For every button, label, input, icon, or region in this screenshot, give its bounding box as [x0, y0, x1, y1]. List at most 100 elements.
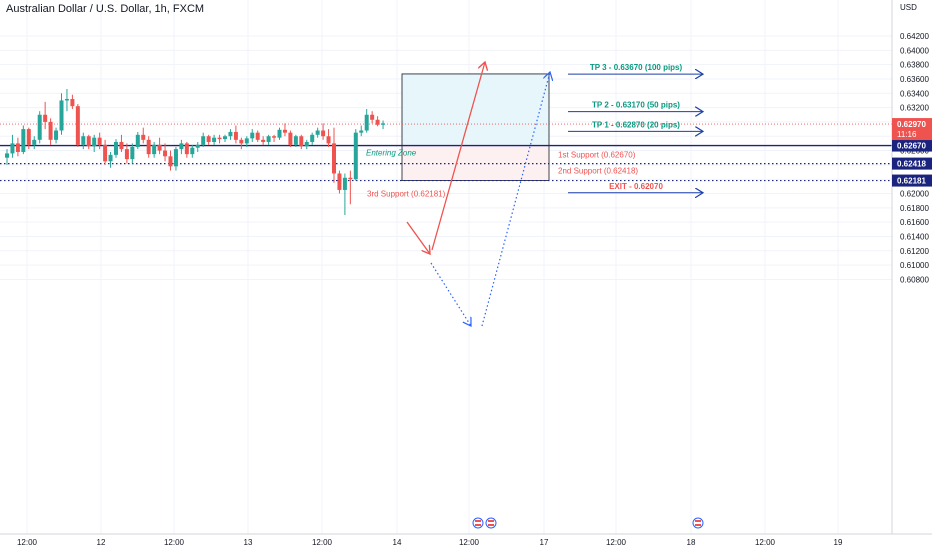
- candle-body: [217, 137, 222, 140]
- current-price-tag: [892, 118, 932, 141]
- candle-body: [342, 177, 347, 190]
- x-tick-label: 14: [393, 538, 402, 547]
- x-tick-label: 12: [97, 538, 106, 547]
- candle-body: [48, 121, 53, 140]
- candle-body: [21, 129, 26, 152]
- candle-body: [108, 154, 113, 162]
- candle-body: [157, 144, 162, 151]
- y-tick-label: 0.61200: [900, 247, 929, 256]
- candle-body: [70, 99, 75, 107]
- x-tick-label: 12:00: [164, 538, 185, 547]
- candle-body: [152, 144, 157, 155]
- candle-body: [32, 139, 37, 145]
- candle-body: [114, 141, 118, 155]
- pullback-path: [430, 262, 471, 326]
- support-label-2: 2nd Support (0.62418): [558, 167, 638, 176]
- candle-body: [5, 153, 9, 158]
- candle-body: [326, 136, 331, 144]
- candle-body: [315, 130, 320, 135]
- candle-body: [364, 114, 369, 131]
- support-price-tag: [892, 157, 932, 170]
- candle-body: [212, 137, 217, 142]
- candle-body: [195, 144, 200, 148]
- candle-body: [348, 177, 353, 180]
- zone-upper: [401, 73, 550, 146]
- zone-label: Entering Zone: [366, 149, 417, 158]
- support-price-label: 0.62181: [897, 177, 926, 186]
- candle-body: [130, 146, 135, 160]
- y-tick-label: 0.63600: [900, 75, 929, 84]
- candle-body: [190, 147, 195, 155]
- flag-circle: [472, 517, 484, 529]
- y-tick-label: 0.60800: [900, 275, 929, 284]
- candle-body: [97, 137, 102, 145]
- candle-body: [86, 136, 91, 147]
- candle-body: [15, 143, 20, 152]
- support-price-label: 0.62418: [897, 160, 926, 169]
- candle-body: [135, 134, 140, 147]
- candle-body: [163, 150, 168, 157]
- chart-title: Australian Dollar / U.S. Dollar, 1h, FXC…: [6, 3, 205, 15]
- candle-body: [228, 131, 233, 137]
- y-tick-label: 0.63800: [900, 61, 929, 70]
- candle-body: [173, 149, 178, 167]
- candle-body: [282, 129, 287, 133]
- candle-body: [293, 136, 298, 145]
- y-tick-label: 0.63400: [900, 89, 929, 98]
- y-tick-label: 0.63200: [900, 104, 929, 113]
- y-tick-label: 0.64000: [900, 46, 929, 55]
- y-tick-label: 0.64200: [900, 32, 929, 41]
- flag-stripe: [695, 524, 701, 526]
- candle-body: [239, 139, 244, 144]
- candle-body: [288, 132, 293, 145]
- candle-body: [59, 100, 64, 131]
- candle-body: [64, 99, 69, 101]
- candle-body: [370, 114, 375, 120]
- flag-stripe: [488, 524, 494, 526]
- flag-circle: [485, 517, 497, 529]
- candle-body: [168, 156, 173, 167]
- entry-arrow: [406, 221, 430, 254]
- candle-body: [299, 136, 304, 147]
- candle-body: [250, 132, 255, 139]
- candle-body: [141, 134, 146, 140]
- x-tick-label: 18: [687, 538, 696, 547]
- candle-body: [310, 134, 315, 142]
- y-tick-label: 0.61800: [900, 204, 929, 213]
- target-label-3: TP 1 - 0.62870 (20 pips): [592, 120, 680, 129]
- x-tick-label: 17: [540, 538, 549, 547]
- candle-body: [43, 114, 48, 122]
- x-tick-label: 12:00: [755, 538, 776, 547]
- candle-body: [146, 139, 151, 155]
- us-flag-event-icon: [472, 517, 484, 529]
- candle-body: [75, 106, 80, 145]
- candle-body: [375, 119, 380, 125]
- candle-body: [119, 141, 124, 150]
- candle-body: [10, 143, 15, 154]
- candle-body: [124, 149, 129, 160]
- candle-body: [353, 132, 358, 180]
- candle-body: [223, 136, 227, 140]
- support-label-3: 3rd Support (0.62181): [367, 190, 446, 199]
- candle-body: [261, 139, 266, 142]
- x-tick-label: 12:00: [17, 538, 38, 547]
- candle-body: [37, 114, 42, 140]
- candle-body: [54, 130, 59, 140]
- candle-body: [184, 143, 189, 155]
- candle-body: [206, 136, 211, 142]
- x-tick-label: 12:00: [459, 538, 480, 547]
- current-price-label: 0.62970: [897, 120, 926, 129]
- flag-stripe: [475, 520, 481, 522]
- support-price-label: 0.62670: [897, 142, 926, 151]
- annotations: TP 3 - 0.63670 (100 pips) TP 2 - 0.63170 …: [406, 62, 703, 326]
- candle-body: [233, 131, 238, 140]
- y-tick-label: 0.61400: [900, 232, 929, 241]
- y-tick-label: 0.61600: [900, 218, 929, 227]
- flag-stripe: [695, 520, 701, 522]
- support-label-1: 1st Support (0.62670): [558, 151, 636, 160]
- target-label-4: EXIT - 0.62070: [609, 182, 663, 191]
- candle-body: [304, 141, 309, 147]
- grid: [0, 0, 892, 534]
